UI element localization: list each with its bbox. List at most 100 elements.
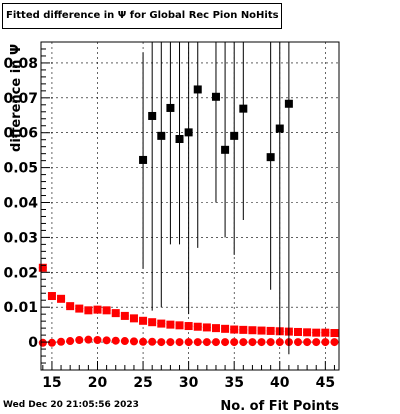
y-tick-label: 0.06 (3, 126, 38, 142)
data-point (211, 92, 220, 101)
y-tick-label: 0.01 (3, 300, 38, 316)
data-point (184, 322, 193, 331)
datestamp: Wed Dec 20 21:05:56 2023 (3, 400, 139, 410)
data-point (202, 323, 211, 332)
x-axis-title: No. of Fit Points (220, 399, 339, 414)
plot-title: Fitted difference in Ψ for Global Rec Pi… (2, 3, 282, 29)
data-point (102, 306, 111, 315)
data-point (193, 322, 202, 331)
data-point (75, 304, 84, 313)
data-point (38, 338, 47, 347)
data-point (257, 326, 266, 335)
data-point (248, 326, 257, 335)
data-point (312, 328, 321, 337)
data-point (66, 302, 75, 311)
data-point (284, 99, 293, 108)
data-point (139, 316, 148, 325)
data-point (38, 263, 47, 272)
data-point (230, 131, 239, 140)
data-point (303, 338, 312, 347)
data-point (175, 338, 184, 347)
data-point (330, 329, 339, 338)
data-point (321, 338, 330, 347)
data-point (184, 338, 193, 347)
grid (41, 42, 339, 370)
data-point (275, 338, 284, 347)
data-point (239, 325, 248, 334)
y-tick-label: 0 (28, 335, 38, 351)
data-point (230, 338, 239, 347)
data-point (266, 338, 275, 347)
data-point (47, 338, 56, 347)
data-point (148, 318, 157, 327)
data-point (239, 338, 248, 347)
data-point (175, 135, 184, 144)
series-layer (38, 42, 339, 355)
data-point (330, 338, 339, 347)
data-point (93, 305, 102, 314)
x-tick-label: 45 (316, 375, 335, 391)
data-point (266, 153, 275, 162)
data-point (293, 327, 302, 336)
data-point (84, 335, 93, 344)
y-tick-label: 0.04 (3, 196, 38, 212)
data-point (312, 338, 321, 347)
x-tick-label: 30 (179, 375, 199, 391)
data-point (248, 338, 257, 347)
data-point (75, 335, 84, 344)
data-point (111, 309, 120, 318)
data-point (157, 319, 166, 328)
axes: 15 20 25 30 35 40 45 0 0.01 0.02 0.03 0.04 0.05 0.06 0… (3, 48, 335, 391)
y-tick-label: 0.02 (3, 265, 38, 281)
y-tick-label: 0.08 (3, 56, 38, 72)
data-point (166, 103, 175, 112)
data-point (120, 311, 129, 320)
y-tick-label: 0.05 (3, 161, 38, 177)
data-point (193, 338, 202, 347)
data-point (221, 324, 230, 333)
x-tick-label: 35 (224, 375, 243, 391)
data-point (303, 328, 312, 337)
data-point (139, 337, 148, 346)
data-point (221, 338, 230, 347)
data-point (47, 292, 56, 301)
data-point (111, 336, 120, 345)
y-axis-title: difference in Ψ (9, 44, 24, 152)
series-0 (38, 263, 339, 338)
data-point (211, 324, 220, 333)
data-point (293, 338, 302, 347)
data-point (93, 335, 102, 344)
data-point (129, 337, 138, 346)
data-point (266, 326, 275, 335)
data-point (157, 338, 166, 347)
data-point (221, 145, 230, 154)
data-point (157, 131, 166, 140)
y-tick-label: 0.03 (3, 230, 38, 246)
data-point (184, 128, 193, 137)
x-tick-label: 20 (88, 375, 108, 391)
data-point (193, 85, 202, 94)
data-point (129, 314, 138, 323)
data-point (321, 328, 330, 337)
data-point (275, 124, 284, 133)
data-point (84, 306, 93, 315)
data-point (239, 104, 248, 113)
data-point (139, 155, 148, 164)
x-tick-label: 25 (133, 375, 152, 391)
data-point (57, 294, 66, 303)
plot-frame (40, 41, 340, 371)
x-tick-label: 15 (42, 375, 61, 391)
data-point (66, 337, 75, 346)
series-2 (139, 42, 293, 355)
data-point (166, 320, 175, 329)
data-point (175, 321, 184, 330)
data-point (120, 337, 129, 346)
data-point (102, 336, 111, 345)
x-tick-label: 40 (270, 375, 290, 391)
data-point (148, 111, 157, 120)
y-tick-label: 0.07 (3, 91, 38, 107)
data-point (211, 338, 220, 347)
data-point (202, 338, 211, 347)
data-point (166, 338, 175, 347)
